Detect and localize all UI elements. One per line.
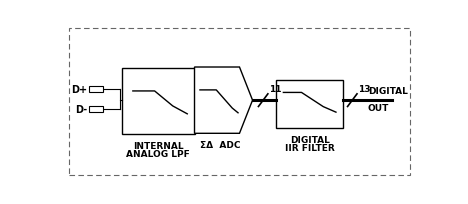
Text: INTERNAL: INTERNAL (133, 142, 183, 151)
Bar (122, 69, 195, 134)
Text: 13: 13 (358, 85, 370, 94)
Bar (89, 87, 103, 93)
Text: D+: D+ (72, 85, 88, 95)
Bar (89, 106, 103, 112)
Text: ANALOG LPF: ANALOG LPF (126, 149, 190, 158)
Text: 11: 11 (269, 85, 281, 94)
Bar (276, 81, 343, 128)
Text: IIR FILTER: IIR FILTER (285, 143, 335, 152)
Text: D-: D- (75, 104, 88, 114)
Text: ΣΔ  ADC: ΣΔ ADC (200, 141, 240, 150)
Text: OUT: OUT (368, 104, 389, 113)
Text: DIGITAL: DIGITAL (290, 135, 329, 144)
Text: DIGITAL: DIGITAL (368, 87, 408, 96)
Polygon shape (195, 68, 253, 134)
